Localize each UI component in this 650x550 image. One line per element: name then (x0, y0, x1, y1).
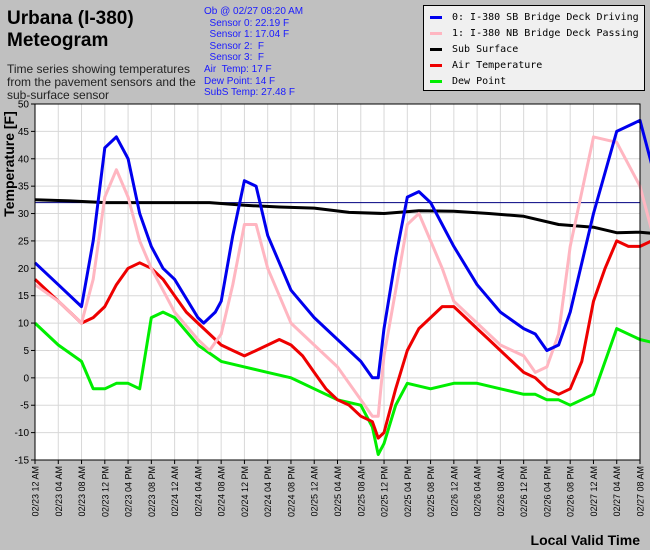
legend-label: 0: I-380 SB Bridge Deck Driving (452, 12, 639, 23)
x-tick-label: 02/23 12 PM (100, 466, 110, 517)
x-tick-label: 02/23 04 AM (54, 466, 64, 517)
y-tick-label: 25 (18, 236, 30, 247)
y-tick-label: 35 (18, 182, 30, 193)
y-tick-label: 30 (18, 209, 30, 220)
obs-line: Air Temp: 17 F (204, 63, 272, 75)
x-tick-label: 02/23 04 PM (124, 466, 134, 517)
x-tick-label: 02/26 12 PM (519, 466, 529, 517)
obs-line: Sensor 1: 17.04 F (204, 29, 290, 41)
x-tick-label: 02/25 04 PM (403, 466, 413, 517)
y-tick-label: 50 (18, 100, 30, 111)
x-tick-label: 02/23 08 AM (77, 466, 87, 517)
title-line-2: Meteogram (7, 30, 109, 51)
legend-item: Sub Surface (430, 43, 518, 57)
x-tick-label: 02/24 04 AM (193, 466, 203, 517)
y-tick-label: 0 (23, 373, 29, 384)
x-tick-label: 02/25 12 AM (310, 466, 320, 517)
observation-panel: Ob @ 02/27 08:20 AM Sensor 0: 22.19 F Se… (204, 6, 303, 99)
legend-item: 0: I-380 SB Bridge Deck Driving (430, 11, 639, 25)
x-tick-label: 02/24 12 PM (240, 466, 250, 517)
legend-label: Dew Point (452, 76, 507, 87)
legend-item: Air Temperature (430, 59, 542, 73)
series-line-3 (33, 239, 650, 440)
x-tick-label: 02/25 08 PM (426, 466, 436, 517)
y-tick-label: -10 (15, 428, 30, 439)
x-tick-label: 02/26 04 PM (542, 466, 552, 517)
y-tick-label: 45 (18, 127, 30, 138)
obs-line: Ob @ 02/27 08:20 AM (204, 6, 304, 17)
legend: 0: I-380 SB Bridge Deck Driving 1: I-380… (423, 5, 645, 91)
legend-swatch (430, 79, 442, 83)
series-line-0 (33, 118, 650, 380)
x-tick-label: 02/23 08 PM (147, 466, 157, 517)
x-tick-label: 02/26 08 AM (496, 466, 506, 517)
x-tick-label: 02/24 08 PM (286, 466, 296, 517)
legend-swatch (430, 63, 442, 67)
legend-label: Air Temperature (452, 60, 543, 71)
x-axis-label: Local Valid Time (530, 532, 640, 548)
obs-line: Sensor 3: F (204, 52, 265, 64)
y-tick-label: -15 (15, 456, 30, 467)
y-tick-label: -5 (20, 401, 29, 412)
y-tick-label: 20 (18, 264, 30, 275)
obs-line: Sensor 0: 22.19 F (204, 17, 290, 29)
plot-border (34, 103, 641, 461)
legend-swatch (430, 31, 442, 35)
legend-swatch (430, 15, 442, 19)
legend-swatch (430, 47, 442, 51)
x-tick-label: 02/25 04 AM (333, 466, 343, 517)
x-tick-label: 02/25 08 AM (356, 466, 366, 517)
title-line-1: Urbana (I-380) (7, 8, 134, 29)
series-line-4 (33, 310, 650, 456)
chart-subtitle: Time series showing temperatures from th… (7, 62, 196, 102)
legend-item: Dew Point (430, 75, 506, 89)
legend-label: Sub Surface (452, 44, 519, 55)
y-tick-label: 10 (18, 319, 30, 330)
x-tick-label: 02/27 12 AM (589, 466, 599, 517)
x-tick-label: 02/26 08 PM (566, 466, 576, 517)
y-tick-label: 40 (18, 154, 30, 165)
y-tick-label: 5 (23, 346, 29, 357)
chart-title: Urbana (I-380) Meteogram (7, 8, 134, 52)
series-line-1 (34, 135, 650, 418)
x-tick-label: 02/24 12 AM (170, 466, 180, 517)
x-tick-label: 02/26 12 AM (449, 466, 459, 517)
x-tick-label: 02/27 08 AM (636, 466, 646, 517)
obs-line: Sensor 2: F (204, 40, 265, 52)
legend-item: 1: I-380 NB Bridge Deck Passing (430, 27, 639, 41)
x-tick-label: 02/26 04 AM (473, 466, 483, 517)
y-tick-label: 15 (18, 291, 30, 302)
x-tick-label: 02/24 08 AM (217, 466, 227, 517)
x-tick-label: 02/25 12 PM (380, 466, 390, 517)
obs-line: SubS Temp: 27.48 F (204, 87, 295, 99)
legend-label: 1: I-380 NB Bridge Deck Passing (452, 28, 639, 39)
x-tick-label: 02/27 04 AM (612, 466, 622, 517)
obs-line: Dew Point: 14 F (204, 75, 276, 87)
x-tick-label: 02/24 04 PM (263, 466, 273, 517)
x-tick-label: 02/23 12 AM (31, 466, 41, 517)
